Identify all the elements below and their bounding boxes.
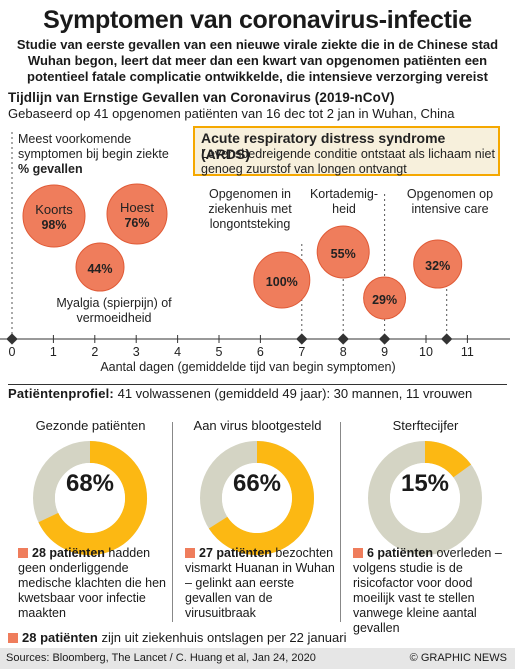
donut-segment: [38, 441, 147, 555]
panel-title: Aan virus blootgesteld: [193, 418, 322, 433]
bullet-square-icon: [18, 548, 28, 558]
donut-hole: [390, 463, 460, 533]
timeline-chart: 0 1 2 3 4 5 6 7 8 9 10 11 Aantal dagen (gemiddelde t…: [0, 132, 510, 374]
panel-separator: [340, 422, 341, 622]
bullet-square-icon: [185, 548, 195, 558]
credit: © GRAPHIC NEWS: [409, 652, 507, 664]
donut-segment: [424, 441, 472, 478]
bubble: [413, 239, 463, 289]
tick-label: 8: [340, 345, 347, 359]
profile-summary: 41 volwassenen (gemiddeld 49 jaar): 30 m…: [117, 386, 473, 401]
panel-highlight: 6 patiënten: [367, 546, 433, 560]
bullet-square-icon: [353, 548, 363, 558]
bullet-square-icon: [8, 633, 18, 643]
panel-exposed: Aan virus blootgesteld 66% 27 patiënten …: [175, 418, 340, 633]
panel-description: overleden – volgens studie is de risicof…: [353, 546, 502, 635]
tick-label: 2: [91, 345, 98, 359]
profile-line: Patiëntenprofiel: 41 volwassenen (gemidd…: [8, 386, 472, 401]
ards-title: Acute respiratory distress syndrome (ARD…: [201, 130, 446, 162]
panel-highlight: 27 patiënten: [199, 546, 272, 560]
tick-label: 7: [298, 345, 305, 359]
marker-diamond-icon: [441, 333, 453, 345]
tick-label: 11: [461, 345, 474, 359]
bubble: [75, 242, 125, 292]
bubble: [106, 183, 168, 245]
dyspnea-label: Kortademig-heid: [309, 187, 379, 216]
hospital-label: Opgenomen in ziekenhuis met longontsteki…: [208, 187, 292, 231]
footer-bar: [0, 648, 515, 669]
panel-text: 6 patiënten overleden – volgens studie i…: [353, 546, 503, 636]
panel-title: Gezonde patiënten: [35, 418, 146, 433]
panel-highlight: 28 patiënten: [32, 546, 105, 560]
donut-segment: [208, 441, 314, 555]
panel-healthy: Gezonde patiënten 68% 28 patiënten hadde…: [8, 418, 173, 633]
panel-description: bezochten vismarkt Huanan in Wuhan – gel…: [185, 546, 335, 620]
timeline-heading: Tijdlijn van Ernstige Gevallen van Coron…: [8, 90, 395, 105]
marker-diamond-icon: [378, 333, 391, 345]
panel-text: 27 patiënten bezochten vismarkt Huanan i…: [185, 546, 335, 621]
ards-box: Acute respiratory distress syndrome (ARD…: [193, 126, 500, 176]
tick-label: 3: [133, 345, 140, 359]
bubble-name: Hoest: [120, 200, 154, 215]
section-divider: [8, 384, 507, 385]
marker-diamond-icon: [6, 333, 18, 345]
donut-percent: 66%: [232, 470, 282, 497]
bubble: [316, 225, 370, 279]
panel-mortality: Sterftecijfer 15% 6 patiënten overleden …: [343, 418, 508, 636]
panel-separator: [172, 422, 173, 622]
discharged-text: zijn uit ziekenhuis ontslagen per 22 jan…: [101, 630, 347, 645]
donut-hole: [55, 463, 125, 533]
common-symptoms-unit: % gevallen: [18, 162, 83, 176]
icu-label: Opgenomen op intensive care: [406, 187, 494, 216]
marker-diamond-icon: [296, 333, 308, 345]
tick-label: 0: [9, 345, 16, 359]
bubble-value: 76%: [124, 216, 149, 230]
bubble: [363, 276, 407, 320]
bubble-value: 32%: [425, 259, 450, 273]
donut-chart: [368, 441, 482, 555]
bubble-value: 44%: [87, 262, 112, 276]
donut-chart: [33, 441, 147, 555]
common-symptoms-text: Meest voorkomende symptomen bij begin zi…: [18, 132, 169, 161]
donut-percent: 68%: [65, 470, 115, 497]
tick-label: 6: [257, 345, 264, 359]
sources: Sources: Bloomberg, The Lancet / C. Huan…: [6, 652, 316, 664]
panel-description: hadden geen onderliggende medische klach…: [18, 546, 167, 620]
donut-hole: [222, 463, 292, 533]
axis-label: Aantal dagen (gemiddelde tijd van begin …: [100, 360, 395, 374]
bubble: [253, 251, 311, 309]
tick-label: 4: [174, 345, 181, 359]
common-symptoms-label: Meest voorkomende symptomen bij begin zi…: [18, 132, 198, 177]
tick-label: 10: [419, 345, 433, 359]
panel-title: Sterftecijfer: [392, 418, 459, 433]
marker-diamond-icon: [337, 333, 349, 345]
panel-text: 28 patiënten hadden geen onderliggende m…: [18, 546, 168, 621]
donut-chart: [200, 441, 314, 555]
page-subtitle: Studie van eerste gevallen van een nieuw…: [16, 37, 499, 84]
donut-percent: 15%: [400, 470, 450, 497]
tick-label: 5: [216, 345, 223, 359]
bubble: [22, 184, 86, 248]
tick-label: 9: [381, 345, 388, 359]
timeline-subheading: Gebaseerd op 41 opgenomen patiënten van …: [8, 106, 455, 121]
page-title: Symptomen van coronavirus-infectie: [43, 6, 472, 34]
bubble-value: 29%: [372, 293, 397, 307]
tick-label: 1: [50, 345, 57, 359]
bubble-name: Koorts: [35, 202, 73, 217]
profile-heading: Patiëntenprofiel:: [8, 386, 114, 401]
discharged-note: 28 patiënten zijn uit ziekenhuis ontslag…: [8, 630, 507, 645]
discharged-highlight: 28 patiënten: [22, 630, 98, 645]
ards-description: Levensbedreigende conditie ontstaat als …: [201, 147, 495, 176]
bubble-value: 98%: [41, 218, 66, 232]
bubble-value: 100%: [266, 275, 298, 289]
myalgia-label: Myalgia (spierpijn) of vermoeidheid: [56, 296, 172, 325]
bubble-value: 55%: [331, 247, 356, 261]
